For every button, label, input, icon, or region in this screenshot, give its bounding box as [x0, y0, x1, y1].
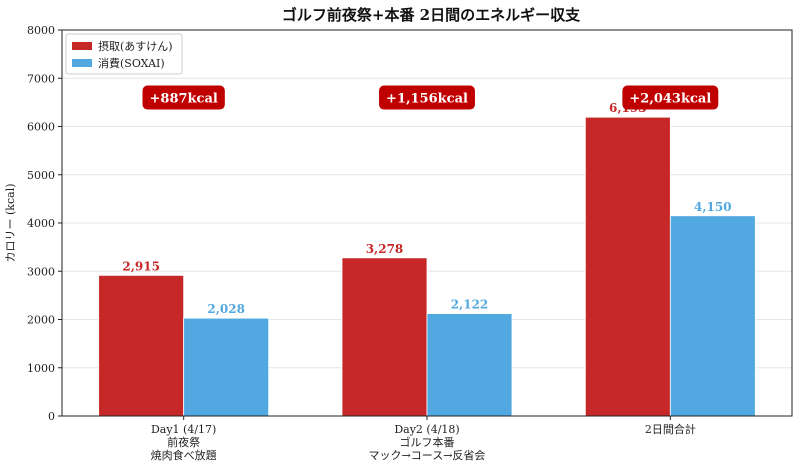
- bar-value-label: 2,122: [451, 298, 489, 312]
- surplus-badge-text: +2,043kcal: [629, 92, 711, 107]
- y-tick-label: 4000: [27, 217, 55, 230]
- bar-value-label: 4,150: [694, 200, 732, 214]
- y-tick-label: 0: [48, 410, 55, 423]
- surplus-badge-text: +887kcal: [150, 92, 218, 107]
- bar-intake: [341, 257, 428, 417]
- surplus-badge: +1,156kcal: [379, 85, 475, 110]
- surplus-badge-box: [142, 85, 225, 110]
- y-tick-label: 3000: [27, 265, 55, 278]
- x-category-label: 2日間合計: [645, 422, 696, 436]
- bar-value-label: 2,028: [207, 302, 245, 316]
- y-tick-label: 8000: [27, 24, 55, 37]
- x-category-label: マック→コース→反省会: [369, 449, 486, 462]
- surplus-badge: +887kcal: [142, 85, 225, 110]
- bar-burn: [669, 215, 756, 417]
- annotation-layer: +887kcal +1,156kcal +2,043kcal: [142, 85, 719, 110]
- y-axis-label: カロリー (kcal): [4, 184, 17, 263]
- bar-value-label: 3,278: [366, 242, 404, 256]
- bars-layer: [98, 116, 756, 417]
- bar-value-label: 2,915: [122, 259, 160, 273]
- x-category-label: Day2 (4/18): [394, 423, 459, 436]
- bar-intake: [98, 274, 185, 417]
- surplus-badge-box: [379, 85, 475, 110]
- legend: 摂取(あすけん) 消費(SOXAI): [65, 33, 183, 75]
- x-category-label: 焼肉食べ放題: [151, 448, 217, 462]
- y-tick-label: 7000: [27, 72, 55, 85]
- axes-layer: 0 1000 2000 3000 4000 5000 6000 7000 8000 Day1 (4…: [27, 24, 793, 462]
- x-category-label: ゴルフ本番: [400, 435, 455, 449]
- surplus-badge: +2,043kcal: [622, 85, 719, 110]
- legend-label: 消費(SOXAI): [98, 56, 165, 70]
- bar-intake: [584, 116, 671, 417]
- surplus-badge-text: +1,156kcal: [386, 92, 468, 107]
- legend-swatch: [72, 42, 92, 50]
- legend-box: [65, 33, 183, 75]
- x-category-label: 前夜祭: [167, 435, 200, 449]
- y-tick-label: 6000: [27, 121, 55, 134]
- y-tick-label: 1000: [27, 362, 55, 375]
- y-tick-label: 2000: [27, 314, 55, 327]
- surplus-badge-box: [622, 85, 719, 110]
- y-tick-label: 5000: [27, 169, 55, 182]
- legend-swatch: [72, 59, 92, 67]
- legend-label: 摂取(あすけん): [98, 39, 173, 53]
- x-category-label: Day1 (4/17): [151, 423, 216, 436]
- bar-burn: [183, 317, 270, 417]
- bar-burn: [426, 313, 513, 417]
- chart-title: ゴルフ前夜祭+本番 2日間のエネルギー収支: [282, 6, 581, 24]
